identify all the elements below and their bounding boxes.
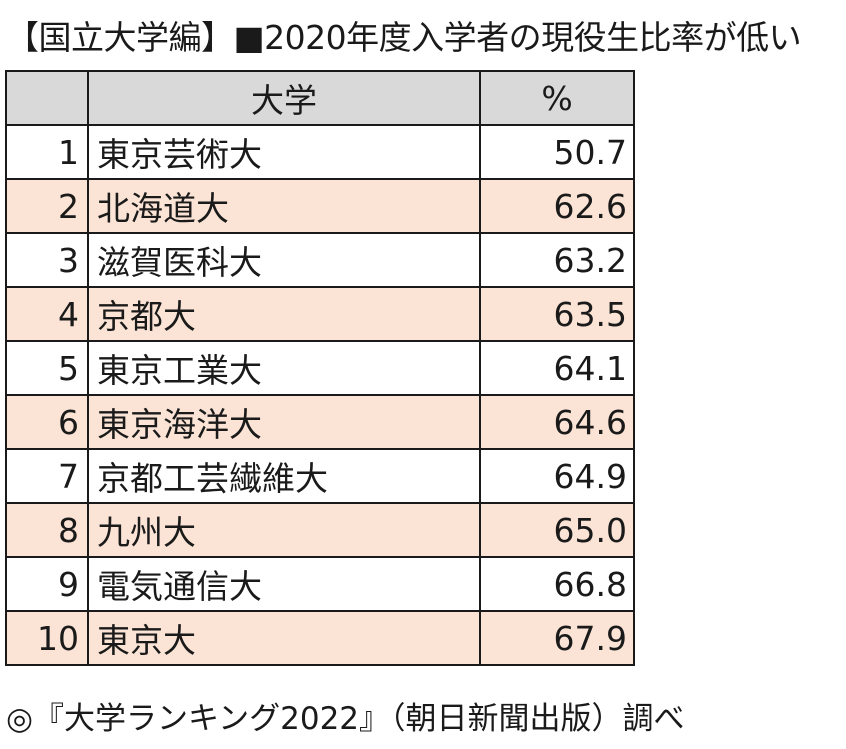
column-header-percent: %: [479, 70, 635, 126]
university-name-cell: 京都工芸繊維大: [87, 448, 481, 504]
percent-cell: 65.0: [479, 502, 635, 558]
percent-cell: 67.9: [479, 610, 635, 666]
rank-cell: 5: [5, 340, 89, 396]
university-name-cell: 東京芸術大: [87, 124, 481, 180]
table-row: 7 京都工芸繊維大 64.9: [5, 448, 635, 504]
percent-cell: 62.6: [479, 178, 635, 234]
table-row: 8 九州大 65.0: [5, 502, 635, 558]
source-note: ◎『大学ランキング2022』（朝日新聞出版）調べ: [6, 701, 685, 737]
university-name-cell: 京都大: [87, 286, 481, 342]
percent-cell: 50.7: [479, 124, 635, 180]
percent-cell: 63.2: [479, 232, 635, 288]
ranking-table: 大学 % 1 東京芸術大 50.7 2 北海道大 62.6 3 滋賀医科大 63.2 4 京都大 63…: [5, 70, 635, 666]
rank-cell: 8: [5, 502, 89, 558]
rank-cell: 10: [5, 610, 89, 666]
table-row: 1 東京芸術大 50.7: [5, 124, 635, 180]
rank-cell: 4: [5, 286, 89, 342]
column-header-rank: [5, 70, 89, 126]
rank-cell: 9: [5, 556, 89, 612]
rank-cell: 1: [5, 124, 89, 180]
page-title: 【国立大学編】■2020年度入学者の現役生比率が低い: [6, 18, 802, 57]
rank-cell: 7: [5, 448, 89, 504]
university-name-cell: 東京海洋大: [87, 394, 481, 450]
table-row: 3 滋賀医科大 63.2: [5, 232, 635, 288]
percent-cell: 64.9: [479, 448, 635, 504]
rank-cell: 6: [5, 394, 89, 450]
table-row: 6 東京海洋大 64.6: [5, 394, 635, 450]
rank-cell: 2: [5, 178, 89, 234]
university-name-cell: 東京工業大: [87, 340, 481, 396]
rank-cell: 3: [5, 232, 89, 288]
header-row: 大学 %: [5, 70, 635, 126]
university-name-cell: 電気通信大: [87, 556, 481, 612]
table-row: 5 東京工業大 64.1: [5, 340, 635, 396]
table-row: 2 北海道大 62.6: [5, 178, 635, 234]
table-row: 10 東京大 67.9: [5, 610, 635, 666]
university-name-cell: 北海道大: [87, 178, 481, 234]
table-row: 4 京都大 63.5: [5, 286, 635, 342]
table-row: 9 電気通信大 66.8: [5, 556, 635, 612]
percent-cell: 63.5: [479, 286, 635, 342]
university-name-cell: 滋賀医科大: [87, 232, 481, 288]
percent-cell: 64.6: [479, 394, 635, 450]
percent-cell: 66.8: [479, 556, 635, 612]
university-name-cell: 九州大: [87, 502, 481, 558]
university-name-cell: 東京大: [87, 610, 481, 666]
column-header-university: 大学: [87, 70, 481, 126]
percent-cell: 64.1: [479, 340, 635, 396]
